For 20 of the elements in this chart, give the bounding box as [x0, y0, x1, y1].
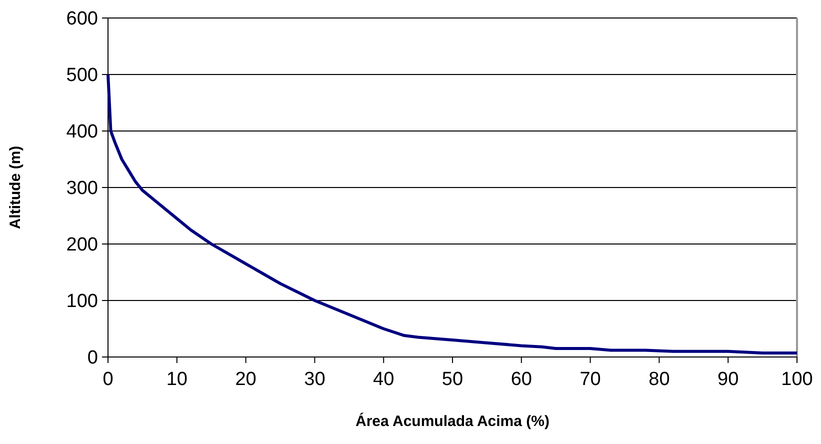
- y-tick-label: 600: [66, 8, 98, 30]
- x-tick-label: 70: [580, 369, 601, 390]
- x-tick-label: 90: [718, 369, 739, 390]
- x-tick-label: 50: [442, 369, 464, 390]
- x-axis-title: Área Acumulada Acima (%): [356, 412, 550, 430]
- x-tick-label: 80: [648, 369, 670, 390]
- x-tick-label: 0: [102, 369, 114, 390]
- y-tick-label: 400: [66, 122, 98, 143]
- y-tick-label: 100: [66, 291, 98, 312]
- x-tick-label: 10: [166, 369, 188, 390]
- x-tick-label: 40: [373, 369, 394, 390]
- x-tick-label: 20: [235, 369, 256, 390]
- x-tick-label: 100: [781, 369, 813, 390]
- y-tick-label: 200: [66, 234, 98, 256]
- x-tick-label: 60: [510, 369, 532, 390]
- y-tick-label: 300: [66, 178, 98, 200]
- y-tick-label: 500: [66, 65, 98, 86]
- y-axis-title: Altitude (m): [7, 146, 24, 230]
- x-tick-label: 30: [304, 369, 326, 390]
- y-tick-label: 0: [87, 348, 98, 369]
